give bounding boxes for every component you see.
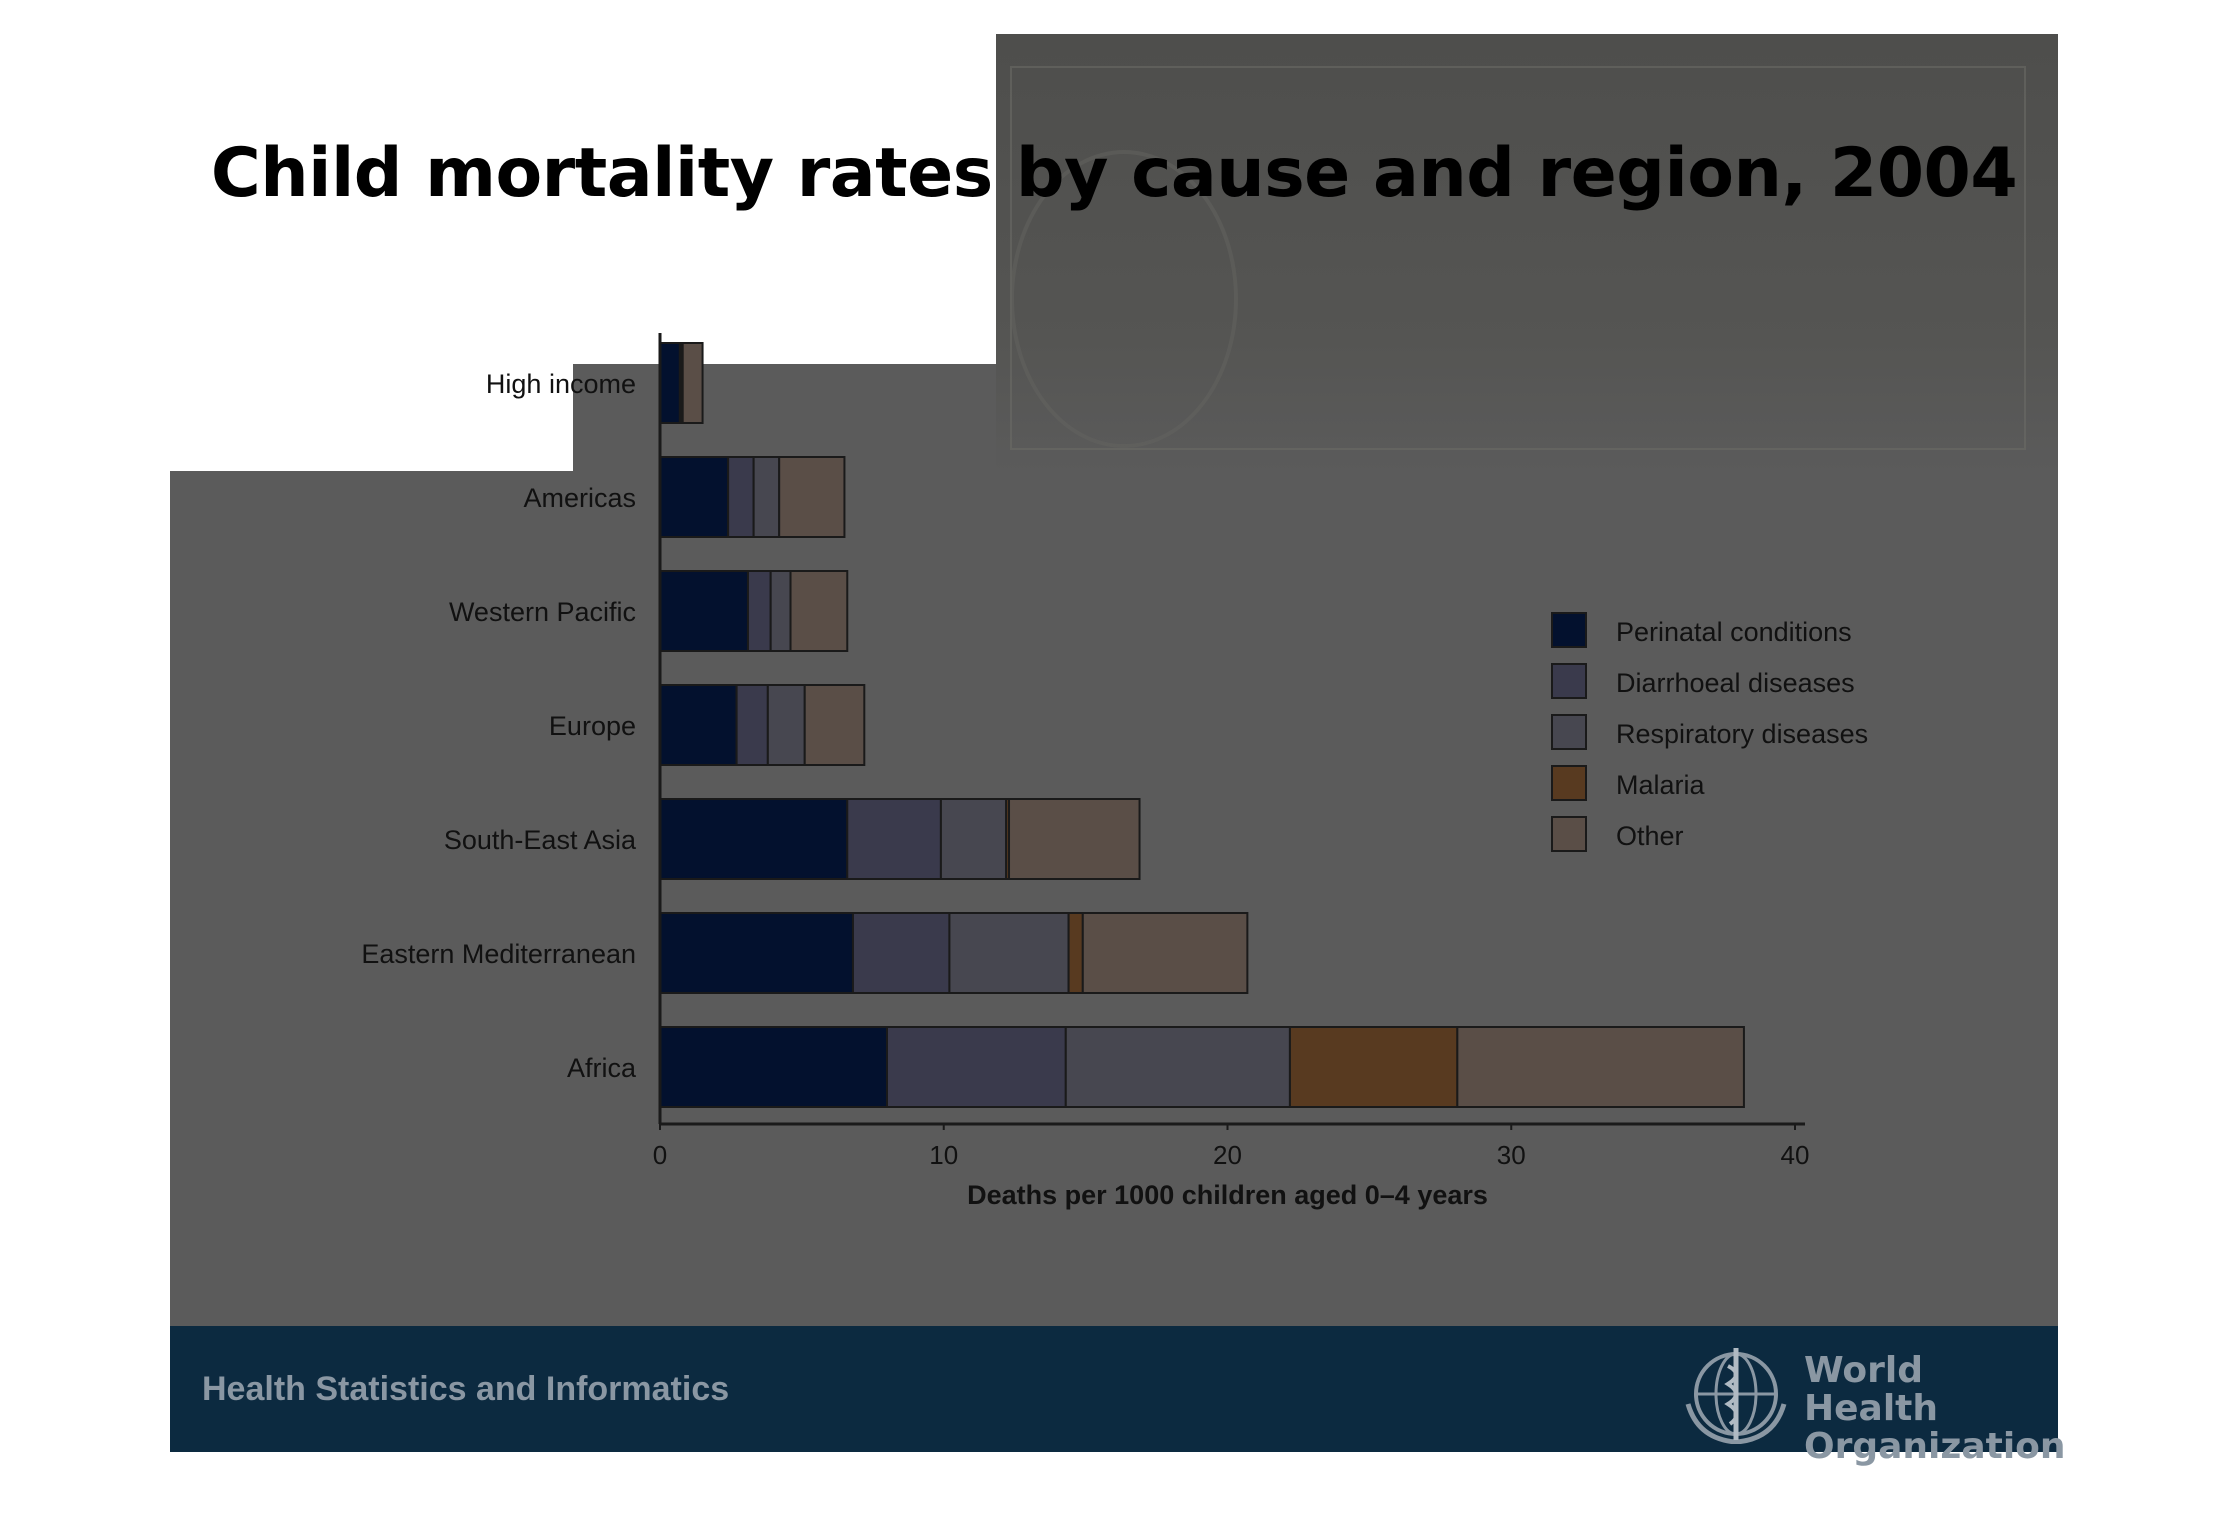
category-label: Eastern Mediterranean: [361, 939, 636, 969]
bar-segment: [659, 342, 681, 424]
x-tick-label: 10: [929, 1140, 958, 1170]
footer-department: Health Statistics and Informatics: [202, 1370, 730, 1408]
category-label: High income: [486, 369, 636, 399]
bar-segment: [659, 684, 738, 766]
x-tick-label: 20: [1213, 1140, 1242, 1170]
bar-segment: [752, 456, 781, 538]
legend-swatch: [1551, 816, 1587, 852]
bar-segment: [727, 456, 755, 538]
category-label: Africa: [567, 1053, 637, 1083]
legend-swatch: [1551, 765, 1587, 801]
slide-frame: [1010, 66, 2026, 450]
bar-segment: [766, 684, 806, 766]
who-name-line2: Organization: [1804, 1426, 2066, 1467]
legend-label: Other: [1616, 821, 1684, 851]
category-label: Europe: [549, 711, 636, 741]
category-label: South-East Asia: [444, 825, 637, 855]
legend-swatch: [1551, 714, 1587, 750]
bar-segment: [659, 1026, 888, 1108]
bar-segment: [659, 570, 749, 652]
x-tick-label: 40: [1781, 1140, 1810, 1170]
footer-bar: Health Statistics and Informatics World …: [170, 1326, 2066, 1466]
bar-segment: [886, 1026, 1067, 1108]
bar-segment: [1064, 1026, 1291, 1108]
bar-segment: [659, 912, 854, 994]
bar-segment: [939, 798, 1008, 880]
legend-label: Malaria: [1616, 770, 1706, 800]
bar-segment: [659, 456, 730, 538]
who-emblem-icon: [1685, 1348, 1787, 1444]
x-axis-title: Deaths per 1000 children aged 0–4 years: [967, 1180, 1488, 1210]
bar-segment: [851, 912, 951, 994]
legend-label: Diarrhoeal diseases: [1616, 668, 1855, 698]
x-tick-label: 30: [1497, 1140, 1526, 1170]
who-name: World Health Organization: [1804, 1352, 2066, 1466]
white-overlay-region: [170, 364, 573, 471]
category-label: Americas: [523, 483, 636, 513]
bar-segment: [1456, 1026, 1745, 1108]
slide-title: Child mortality rates by cause and regio…: [210, 134, 2018, 213]
bar-segment: [1081, 912, 1249, 994]
bar-segment: [948, 912, 1070, 994]
legend-swatch: [1551, 612, 1587, 648]
white-overlay-region: [170, 34, 996, 364]
legend-label: Respiratory diseases: [1616, 719, 1868, 749]
x-tick-label: 0: [653, 1140, 667, 1170]
bar-segment: [681, 342, 704, 424]
category-label: Western Pacific: [449, 597, 636, 627]
bar-segment: [769, 570, 792, 652]
bar-segment: [746, 570, 772, 652]
emblem-watermark-icon: [1010, 150, 1238, 448]
bar-segment: [803, 684, 866, 766]
bar-segment: [789, 570, 849, 652]
legend-label: Perinatal conditions: [1616, 617, 1852, 647]
legend-swatch: [1551, 663, 1587, 699]
bar-segment: [735, 684, 769, 766]
who-name-line1: World Health: [1804, 1350, 1939, 1429]
bar-segment: [1067, 912, 1084, 994]
bar-segment: [1288, 1026, 1459, 1108]
bar-segment: [1008, 798, 1141, 880]
bar-segment: [778, 456, 846, 538]
bar-segment: [659, 798, 849, 880]
bar-segment: [846, 798, 942, 880]
